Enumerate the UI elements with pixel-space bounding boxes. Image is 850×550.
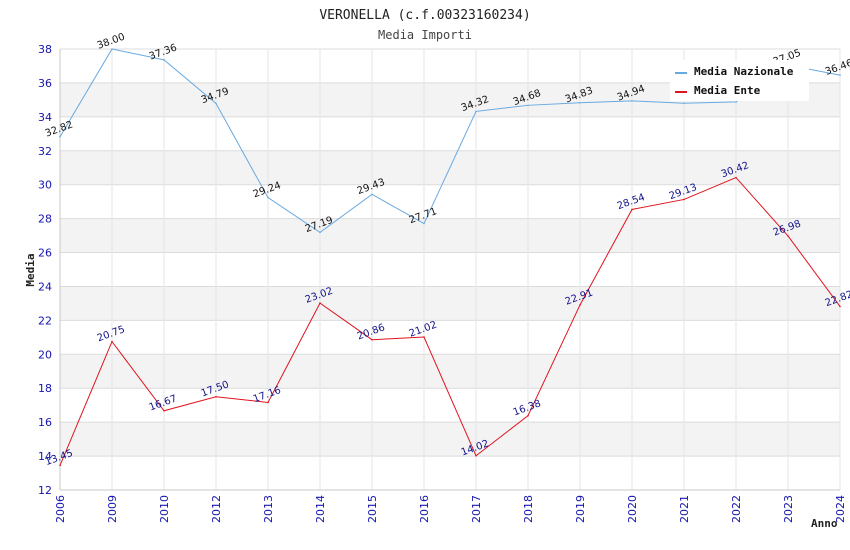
x-tick-label: 2006 (54, 495, 67, 523)
data-point (59, 464, 61, 467)
y-tick-label: 30 (38, 179, 52, 192)
y-tick-label: 20 (38, 348, 52, 361)
data-point (683, 102, 685, 105)
y-tick-labels: 12 14 16 18 20 22 24 26 28 30 32 34 36 38 (38, 43, 52, 497)
x-tick-label: 2013 (262, 495, 275, 523)
x-tick-label: 2019 (574, 495, 587, 523)
data-point (527, 414, 529, 417)
y-tick-label: 12 (38, 484, 52, 497)
legend-box (670, 60, 809, 101)
data-point (163, 409, 165, 412)
x-tick-label: 2010 (158, 495, 171, 523)
data-label: 16.38 (512, 398, 543, 418)
x-tick-label: 2016 (418, 495, 431, 523)
y-tick-label: 14 (38, 450, 52, 463)
data-point (215, 395, 217, 398)
data-point (475, 110, 477, 113)
x-tick-label: 2009 (106, 495, 119, 523)
y-tick-label: 18 (38, 382, 52, 395)
data-point (111, 340, 113, 343)
data-point (631, 100, 633, 102)
data-point (423, 336, 425, 338)
x-tick-label: 2020 (626, 495, 639, 523)
y-tick-label: 28 (38, 213, 52, 226)
data-point (787, 235, 789, 237)
data-point (579, 304, 581, 306)
data-point (683, 198, 685, 201)
x-tick-labels: 2006 2009 2010 2012 2013 2014 2015 2016 2017 2018… (54, 495, 847, 523)
x-tick-label: 2021 (678, 495, 691, 523)
legend-label-media-ente: Media Ente (694, 84, 761, 97)
data-point (267, 196, 269, 199)
y-tick-label: 16 (38, 416, 52, 429)
data-label: 16.67 (148, 393, 179, 413)
y-tick-label: 22 (38, 314, 52, 327)
legend-label-media-nazionale: Media Nazionale (694, 65, 794, 78)
data-point (839, 74, 841, 76)
data-point (59, 136, 61, 138)
x-tick-label: 2022 (730, 495, 743, 523)
y-tick-label: 38 (38, 43, 52, 56)
grid-band (60, 422, 840, 457)
x-tick-label: 2015 (366, 495, 379, 523)
legend: Media Nazionale Media Ente (670, 60, 809, 101)
series-lines (59, 48, 841, 467)
data-point (839, 305, 841, 308)
chart-subtitle: Media Importi (378, 28, 472, 42)
data-point (631, 208, 633, 211)
y-tick-label: 34 (38, 111, 52, 124)
y-tick-label: 36 (38, 77, 52, 90)
y-tick-label: 32 (38, 145, 52, 158)
y-axis-label: Media (24, 253, 37, 286)
data-point (423, 222, 425, 225)
x-tick-label: 2017 (470, 495, 483, 523)
x-tick-label: 2023 (782, 495, 795, 523)
data-point (163, 59, 165, 61)
data-point (319, 231, 321, 234)
data-point (735, 176, 737, 179)
x-axis-label: Anno (811, 517, 838, 530)
data-point (319, 302, 321, 304)
data-label: 28.54 (616, 192, 647, 212)
data-point (579, 101, 581, 104)
grid-band (60, 286, 840, 321)
grid-band (60, 354, 840, 389)
grid-lines (59, 48, 841, 491)
series-line-media-ente (59, 176, 841, 466)
data-point (267, 401, 269, 404)
x-tick-label: 2012 (210, 495, 223, 523)
x-tick-label: 2024 (834, 495, 847, 523)
data-point (371, 193, 373, 196)
data-point (735, 101, 737, 103)
y-tick-label: 24 (38, 280, 52, 293)
data-point (371, 338, 373, 341)
x-tick-label: 2018 (522, 495, 535, 523)
data-point (527, 104, 529, 107)
grid-band (60, 218, 840, 253)
data-point (111, 48, 113, 50)
grid-bands (60, 82, 840, 457)
y-tick-label: 26 (38, 247, 52, 260)
data-point (215, 102, 217, 105)
data-point (475, 454, 477, 457)
x-tick-label: 2014 (314, 495, 327, 523)
data-label: 20.75 (96, 324, 127, 344)
chart-title: VERONELLA (c.f.00323160234) (319, 8, 530, 23)
series-line-media-nazionale (59, 48, 841, 233)
